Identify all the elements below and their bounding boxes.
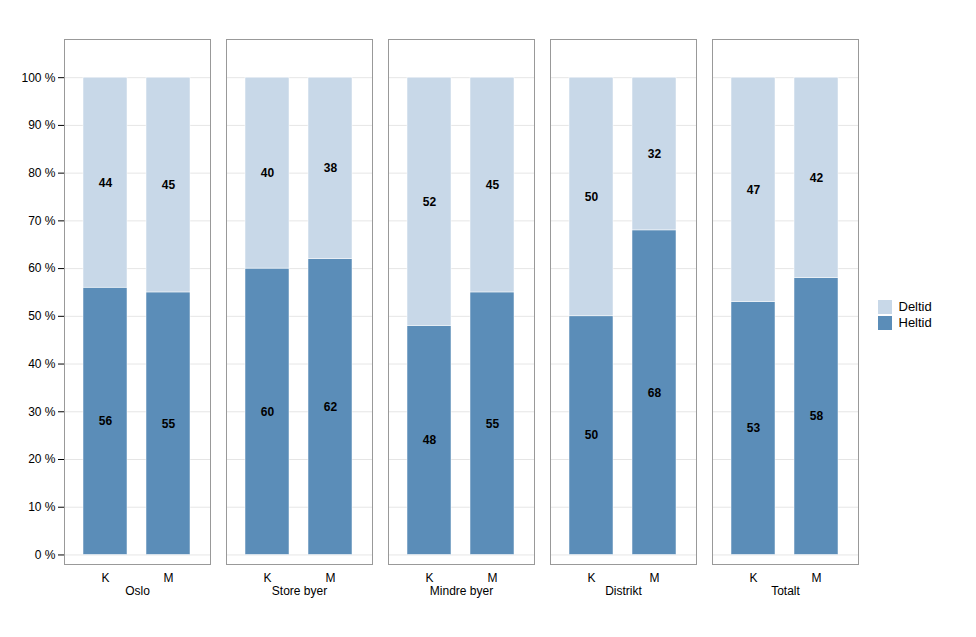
svg-text:K: K	[263, 571, 271, 585]
svg-text:Store byer: Store byer	[272, 584, 327, 598]
svg-text:Totalt: Totalt	[771, 584, 800, 598]
svg-text:M: M	[164, 571, 174, 585]
svg-text:53: 53	[747, 421, 761, 435]
svg-text:40 %: 40 %	[28, 356, 56, 370]
svg-text:100 %: 100 %	[21, 70, 55, 84]
svg-text:56: 56	[99, 414, 113, 428]
svg-text:M: M	[650, 571, 660, 585]
svg-text:40: 40	[261, 165, 275, 179]
svg-text:68: 68	[648, 385, 662, 399]
svg-text:48: 48	[423, 433, 437, 447]
svg-text:30 %: 30 %	[28, 404, 56, 418]
svg-text:M: M	[326, 571, 336, 585]
svg-text:Distrikt: Distrikt	[605, 584, 642, 598]
svg-text:M: M	[812, 571, 822, 585]
svg-text:44: 44	[99, 175, 113, 189]
svg-text:50 %: 50 %	[28, 309, 56, 323]
svg-text:58: 58	[810, 409, 824, 423]
svg-text:50: 50	[585, 189, 599, 203]
svg-text:55: 55	[162, 416, 176, 430]
svg-text:80 %: 80 %	[28, 165, 56, 179]
svg-text:55: 55	[486, 416, 500, 430]
svg-text:K: K	[749, 571, 757, 585]
svg-text:60: 60	[261, 404, 275, 418]
html-text:Heltid: Heltid	[898, 315, 932, 331]
svg-text:10 %: 10 %	[28, 500, 56, 514]
svg-text:38: 38	[324, 161, 338, 175]
svg-text:K: K	[425, 571, 433, 585]
svg-text:62: 62	[324, 399, 338, 413]
svg-text:60 %: 60 %	[28, 261, 56, 275]
svg-text:M: M	[488, 571, 498, 585]
svg-text:90 %: 90 %	[28, 118, 56, 132]
svg-text:K: K	[101, 571, 109, 585]
svg-text:47: 47	[747, 182, 761, 196]
html-text:Deltid: Deltid	[898, 299, 932, 315]
svg-text:0 %: 0 %	[35, 547, 56, 561]
svg-text:70 %: 70 %	[28, 213, 56, 227]
svg-text:52: 52	[423, 194, 437, 208]
svg-text:Oslo: Oslo	[125, 584, 150, 598]
svg-text:50: 50	[585, 428, 599, 442]
svg-text:20 %: 20 %	[28, 452, 56, 466]
svg-text:45: 45	[162, 177, 176, 191]
svg-text:42: 42	[810, 170, 824, 184]
svg-text:K: K	[587, 571, 595, 585]
svg-text:45: 45	[486, 177, 500, 191]
svg-text:Mindre byer: Mindre byer	[430, 584, 493, 598]
svg-text:32: 32	[648, 146, 662, 160]
